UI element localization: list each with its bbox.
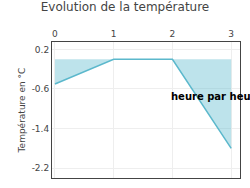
svg-text:-2.2: -2.2 — [32, 163, 50, 173]
svg-text:0.2: 0.2 — [35, 45, 49, 55]
svg-text:-0.6: -0.6 — [32, 84, 50, 94]
svg-text:2: 2 — [170, 29, 176, 39]
svg-text:1: 1 — [111, 29, 117, 39]
svg-text:heure par heure: heure par heure — [171, 91, 250, 102]
svg-text:Evolution de la température: Evolution de la température — [41, 0, 210, 14]
svg-text:-1.4: -1.4 — [32, 124, 50, 134]
svg-text:3: 3 — [228, 29, 234, 39]
svg-text:0: 0 — [52, 29, 58, 39]
svg-text:Température en °C: Température en °C — [17, 68, 27, 154]
